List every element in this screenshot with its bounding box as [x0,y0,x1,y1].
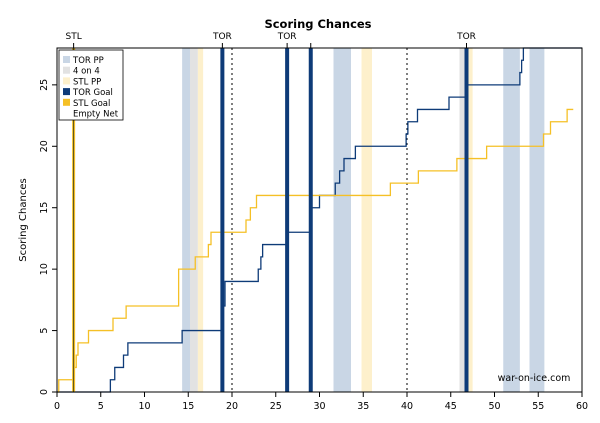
goal-label: STL [66,32,82,42]
watermark: war-on-ice.com [498,373,571,384]
series-line-tor [57,47,582,393]
x-tick-label: 30 [313,401,325,412]
x-tick-label: 60 [576,401,588,412]
x-axis: 0 5 10 15 20 25 30 35 40 45 50 55 60 [54,392,588,412]
y-tick-label: 20 [39,140,50,152]
goal-marker-tor [285,48,290,392]
x-tick-label: 20 [226,401,238,412]
legend-label-4-on-4: 4 on 4 [73,67,100,77]
shaded-regions [182,48,545,392]
legend-label-empty-net: Empty Net [73,110,119,120]
shaded-region-stl-pp [197,48,204,392]
x-tick-label: 50 [488,401,500,412]
legend-swatch-stl-goal [63,98,70,106]
y-axis-label: Scoring Chances [18,178,29,261]
x-tick-label: 45 [445,401,457,412]
x-tick-label: 35 [357,401,369,412]
x-tick-label: 55 [532,401,544,412]
x-tick-label: 0 [54,401,60,412]
goal-label: TOR [212,32,232,42]
x-tick-label: 15 [182,401,194,412]
goal-marker-tor [464,48,469,392]
goal-markers [72,48,469,392]
x-tick-label: 5 [98,401,104,412]
shaded-region-stl-pp [361,48,372,392]
legend-swatch-stl-pp [63,77,70,85]
legend-label-stl-pp: STL PP [73,77,101,87]
y-tick-label: 10 [39,263,50,275]
y-tick-label: 0 [39,389,50,395]
goal-label: TOR [277,32,297,42]
y-tick-label: 15 [39,202,50,214]
goal-label: TOR [456,32,476,42]
y-axis: 0 5 10 15 20 25 [39,79,57,395]
legend-swatch-tor-goal [63,88,70,96]
shaded-region-tor-pp [503,48,520,392]
y-tick-label: 25 [39,79,50,91]
series-lines [57,47,582,393]
chart-title: Scoring Chances [264,17,371,31]
series-line-stl [57,108,574,393]
shaded-region-tor-pp [333,48,351,392]
legend-swatch-tor-pp [63,56,70,63]
goal-marker-tor [220,48,225,392]
y-tick-label: 5 [39,328,50,334]
shaded-region-tor-pp [182,48,190,392]
goal-labels: STL TOR TOR TOR [66,32,476,48]
legend-swatch-4-on-4 [63,66,70,74]
shaded-region-tor-pp [529,48,545,392]
x-tick-label: 25 [270,401,282,412]
x-tick-label: 40 [401,401,413,412]
legend-label-tor-pp: TOR PP [72,56,104,66]
legend-label-stl-goal: STL Goal [73,99,110,109]
legend-label-tor-goal: TOR Goal [72,88,113,98]
goal-marker-tor [308,48,313,392]
shaded-region-stl-pp [464,48,473,392]
shaded-region-four-on-four [190,48,198,392]
x-tick-label: 10 [138,401,150,412]
shaded-region-four-on-four [459,48,465,392]
